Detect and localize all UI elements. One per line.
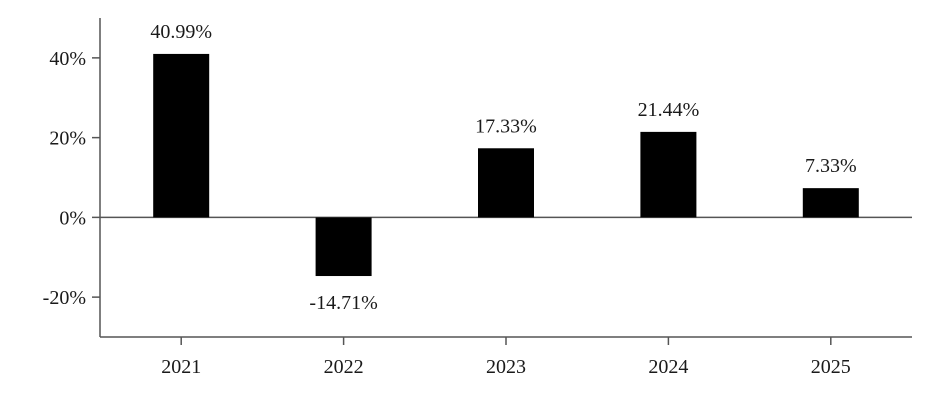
x-tick-label-2024: 2024 xyxy=(648,356,688,378)
x-tick-label-2021: 2021 xyxy=(161,356,201,378)
data-label-2023: 17.33% xyxy=(475,115,537,137)
y-tick-label: 0% xyxy=(59,207,86,229)
data-label-2024: 21.44% xyxy=(638,99,700,121)
y-tick-label: -20% xyxy=(43,287,86,309)
data-label-2021: 40.99% xyxy=(150,21,212,43)
bar-2023 xyxy=(478,148,534,218)
bar-data-labels: 40.99% -14.71% 17.33% 21.44% 7.33% xyxy=(150,21,856,314)
x-ticks: 2021 2022 2023 2024 2025 xyxy=(161,337,851,378)
bar-2021 xyxy=(153,53,210,218)
y-ticks: -20% 0% 20% 40% xyxy=(43,48,100,309)
x-tick-label-2025: 2025 xyxy=(811,356,851,378)
bar-2025 xyxy=(802,188,859,218)
data-label-2022: -14.71% xyxy=(309,292,377,314)
bars xyxy=(153,53,859,277)
bar-2022 xyxy=(315,217,372,277)
y-tick-label: 20% xyxy=(49,128,86,150)
y-tick-label: 40% xyxy=(49,48,86,70)
x-tick-label-2023: 2023 xyxy=(486,356,526,378)
data-label-2025: 7.33% xyxy=(805,155,857,177)
x-tick-label-2022: 2022 xyxy=(324,356,364,378)
bar-2024 xyxy=(640,131,697,218)
